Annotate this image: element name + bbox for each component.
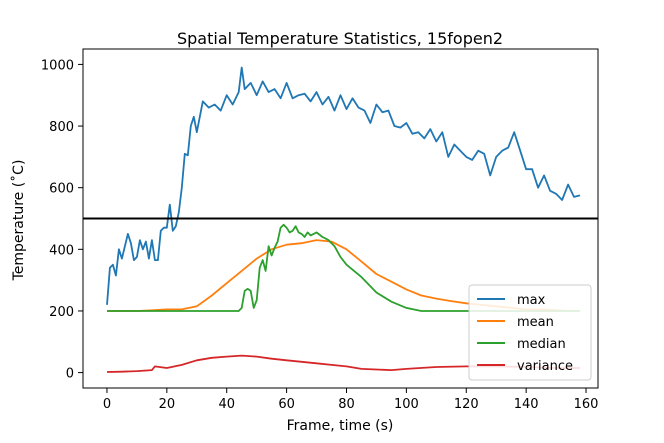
y-tick-label: 800: [49, 120, 74, 135]
y-axis-label: Temperature (˚C): [10, 160, 27, 282]
x-tick-label: 20: [159, 397, 176, 412]
x-tick-label: 0: [103, 397, 111, 412]
legend-label-variance: variance: [517, 359, 573, 374]
legend-label-median: median: [517, 337, 566, 352]
y-tick-label: 200: [49, 305, 74, 320]
x-tick-label: 40: [218, 397, 235, 412]
x-tick-label: 120: [454, 397, 479, 412]
y-tick-label: 0: [66, 367, 74, 382]
x-axis: 0 20 40 60 80 100 120 140 160: [103, 388, 599, 412]
plot-area: [82, 48, 599, 389]
y-axis: 0 200 400 600 800 1000: [41, 58, 83, 382]
x-tick-label: 100: [394, 397, 419, 412]
y-tick-label: 1000: [41, 58, 74, 73]
y-tick-label: 600: [49, 182, 74, 197]
series-line-variance: [106, 354, 580, 373]
x-axis-label: Frame, time (s): [287, 418, 394, 434]
series-line-median: [107, 223, 580, 312]
x-tick-label: 80: [338, 397, 355, 412]
legend-label-max: max: [517, 293, 546, 308]
x-tick-label: 160: [574, 397, 599, 412]
legend-label-mean: mean: [517, 315, 554, 330]
legend-box: [468, 284, 592, 381]
series-line-max: [106, 66, 581, 305]
legend: max mean median variance: [468, 284, 592, 381]
x-tick-label: 140: [514, 397, 539, 412]
y-tick-label: 400: [49, 243, 74, 258]
chart-title: Spatial Temperature Statistics, 15fopen2: [177, 29, 503, 48]
x-tick-label: 60: [278, 397, 295, 412]
axes-frame: [82, 48, 599, 389]
